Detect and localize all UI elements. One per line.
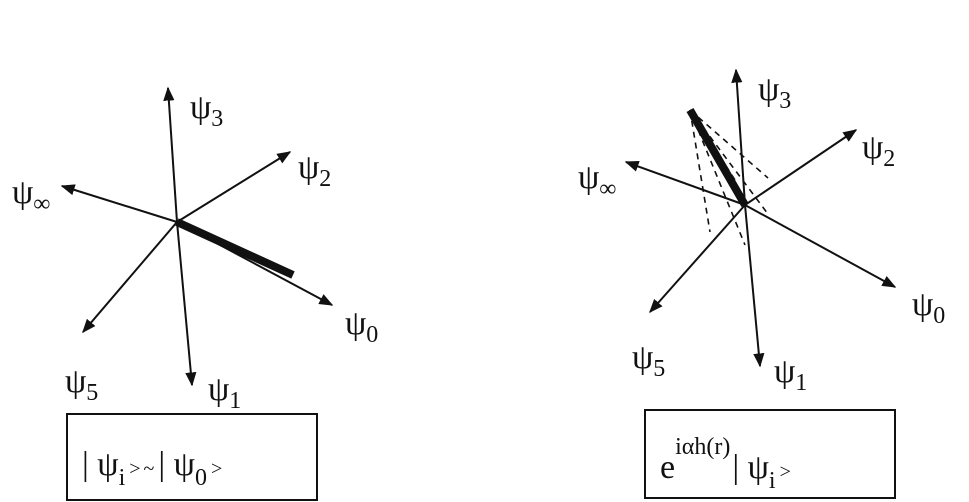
axis-label: ψ5 (65, 363, 98, 406)
axis-label: ψ2 (862, 129, 895, 172)
caption-box (644, 409, 896, 499)
state-vector (175, 218, 295, 279)
caption-part: > (211, 458, 222, 480)
caption-sub: i (119, 465, 126, 491)
axis-arrow (649, 204, 746, 314)
label-sub: ∞ (599, 176, 616, 202)
caption: eiαh(r)| ψi > (660, 434, 791, 494)
label-sub: 2 (883, 146, 895, 172)
caption-part: | ψ (732, 449, 769, 486)
axis-arrow (744, 129, 858, 206)
label-sub: 0 (933, 303, 945, 329)
label-base: ψ (208, 371, 229, 408)
label-base: ψ (632, 339, 653, 376)
caption-part: > (780, 461, 791, 483)
axis-label: ψ1 (208, 371, 241, 414)
label-base: ψ (774, 353, 795, 390)
axis-label: ψ∞ (12, 174, 50, 217)
axis-arrow (82, 221, 178, 334)
caption-part: ~ (144, 458, 155, 480)
axis-arrow (744, 204, 765, 368)
caption-sup: iαh(r) (675, 434, 730, 460)
label-base: ψ (190, 89, 211, 126)
label-base: ψ (758, 71, 779, 108)
label-base: ψ (12, 174, 33, 211)
axis-label: ψ∞ (578, 159, 616, 202)
caption-sub: 0 (195, 465, 207, 491)
axis-label: ψ3 (758, 71, 791, 114)
caption: | ψi > ~ | ψ0 > (82, 446, 222, 491)
label-base: ψ (65, 363, 86, 400)
label-sub: 1 (795, 370, 807, 396)
caption-part: > (129, 458, 140, 480)
axis-label: ψ0 (345, 305, 378, 348)
caption-box (66, 413, 318, 501)
label-base: ψ (912, 286, 933, 323)
axis-arrow (744, 204, 897, 288)
axis-arrow (176, 151, 292, 223)
label-sub: ∞ (33, 191, 50, 217)
caption-sub: i (769, 468, 776, 494)
axis-arrow (624, 161, 746, 206)
label-sub: 3 (779, 88, 791, 114)
caption-part: e (660, 449, 675, 486)
label-sub: 2 (319, 166, 331, 192)
label-sub: 5 (86, 380, 98, 406)
caption-part: | ψ (82, 446, 119, 483)
axis-label: ψ2 (298, 149, 331, 192)
axis-arrow (60, 184, 178, 223)
label-base: ψ (298, 149, 319, 186)
caption-part: | ψ (158, 446, 195, 483)
axis-label: ψ5 (632, 339, 665, 382)
label-base: ψ (345, 305, 366, 342)
axis-label: ψ3 (190, 89, 223, 132)
label-sub: 1 (229, 388, 241, 414)
label-sub: 3 (211, 106, 223, 132)
label-base: ψ (578, 159, 599, 196)
label-sub: 0 (366, 322, 378, 348)
axis-arrow (176, 221, 334, 306)
label-sub: 5 (653, 356, 665, 382)
axis-arrow (163, 86, 178, 223)
axis-label: ψ0 (912, 286, 945, 329)
axis-label: ψ1 (774, 353, 807, 396)
axis-arrow (731, 68, 746, 206)
axis-arrow (176, 221, 197, 387)
state-vector (686, 107, 749, 208)
label-base: ψ (862, 129, 883, 166)
